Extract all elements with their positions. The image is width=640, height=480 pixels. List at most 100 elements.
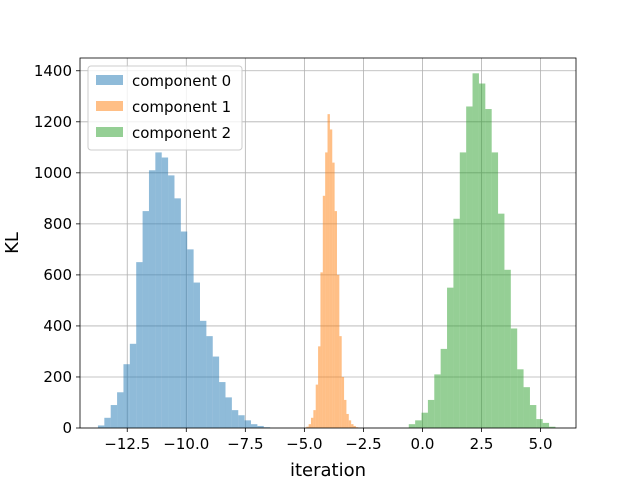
histogram-bar: [180, 231, 188, 428]
histogram-bar: [341, 376, 345, 428]
x-tick-label: 0.0: [411, 435, 435, 453]
x-tick-label: −7.5: [227, 435, 263, 453]
legend-frame: [87, 65, 243, 151]
series-1-bars: [306, 114, 359, 428]
histogram-bar: [334, 211, 337, 428]
y-tick-label: 0: [62, 419, 72, 437]
histogram-bar: [315, 384, 319, 428]
legend-label: component 0: [132, 72, 231, 90]
histogram-bar: [161, 157, 169, 428]
histogram-bar: [251, 424, 258, 428]
legend-label: component 2: [132, 124, 231, 142]
y-tick-label: 600: [43, 266, 72, 284]
histogram-bar: [485, 109, 492, 428]
histogram-bar: [306, 426, 309, 428]
histogram-bar: [478, 83, 486, 428]
histogram-bar: [327, 114, 330, 428]
histogram-bar: [336, 274, 340, 428]
x-tick-label: −2.5: [345, 435, 381, 453]
histogram-bar: [523, 387, 530, 428]
histogram-bar: [332, 162, 335, 428]
histogram-bar: [257, 425, 264, 428]
histogram-bar: [168, 175, 175, 428]
histogram-bar: [117, 392, 124, 428]
x-tick-label: 2.5: [470, 435, 494, 453]
histogram-bar: [440, 348, 448, 428]
histogram-bar: [536, 419, 543, 428]
histogram-bar: [322, 195, 326, 428]
x-axis-label: iteration: [290, 460, 366, 480]
histogram-bar: [434, 374, 441, 428]
histogram-bar: [193, 282, 200, 428]
histogram-bar: [529, 405, 537, 428]
x-tick-label: 5.0: [529, 435, 553, 453]
histogram-bar: [504, 269, 511, 428]
histogram-bar: [459, 152, 467, 428]
histogram-bar: [491, 152, 499, 428]
x-tick-label: −12.5: [104, 435, 150, 453]
y-tick-label: 1400: [34, 62, 72, 80]
histogram-bars: [97, 73, 556, 428]
y-axis-label: KL: [2, 232, 23, 254]
histogram-bar: [97, 425, 105, 428]
y-tick-label: 200: [43, 368, 72, 386]
histogram-bar: [142, 211, 149, 428]
histogram-bar: [408, 424, 416, 428]
y-tick-label: 1200: [34, 113, 72, 131]
y-tick-label: 400: [43, 317, 72, 335]
histogram-bar: [472, 73, 479, 428]
x-tick-label: −5.0: [286, 435, 322, 453]
histogram-bar: [325, 152, 328, 428]
plot-frame: [79, 57, 577, 429]
histogram-bar: [238, 415, 245, 428]
histogram-bar: [517, 369, 524, 428]
x-tick-label: −10.0: [163, 435, 209, 453]
histogram-bar: [155, 152, 162, 428]
histogram-bar: [174, 198, 181, 428]
histogram-bar: [225, 397, 232, 428]
legend-swatch: [96, 75, 123, 85]
histogram-bar: [329, 129, 333, 428]
histogram-bar: [148, 170, 156, 428]
histogram-bar: [344, 399, 347, 428]
histogram-bar: [310, 417, 314, 428]
histogram-bar: [206, 336, 213, 428]
histogram-bar: [199, 320, 207, 428]
legend: component 0 component 1 component 2: [87, 65, 243, 151]
series-0-bars: [97, 152, 271, 428]
histogram-bar: [348, 420, 352, 428]
histogram-bar: [542, 422, 550, 428]
histogram-bar: [318, 346, 321, 428]
histogram-bar: [339, 336, 342, 428]
histogram-bar: [313, 410, 316, 428]
histogram-bar: [187, 249, 194, 428]
histogram-bar: [129, 343, 137, 428]
histogram-bar: [421, 412, 428, 428]
histogram-bar: [447, 287, 454, 428]
histogram-bar: [136, 262, 143, 428]
histogram-bar: [498, 213, 505, 428]
legend-swatch: [96, 127, 123, 137]
histogram-bar: [244, 420, 252, 428]
histogram-bar: [549, 426, 556, 428]
histogram-bar: [123, 364, 130, 428]
series-2-bars: [408, 73, 556, 428]
histogram-bar: [104, 417, 111, 428]
histogram-bar: [110, 405, 118, 428]
y-tick-label: 800: [43, 215, 72, 233]
histogram-bar: [427, 399, 435, 428]
histogram-bar: [453, 218, 460, 428]
histogram-bar: [346, 413, 349, 428]
axis-ticks: −12.5 −10.0 −7.5 −5.0 −2.5 0.0 2.5 5.0 0 200 400 60…: [34, 62, 553, 453]
histogram-bar: [320, 272, 323, 428]
histogram-bar: [510, 328, 518, 428]
legend-swatch: [96, 101, 123, 111]
histogram-bar: [353, 425, 356, 428]
histogram-bar: [212, 356, 220, 428]
histogram-bar: [308, 424, 311, 428]
histogram-bar: [415, 420, 422, 428]
histogram-bar: [231, 410, 239, 428]
legend-label: component 1: [132, 98, 231, 116]
y-tick-label: 1000: [34, 164, 72, 182]
